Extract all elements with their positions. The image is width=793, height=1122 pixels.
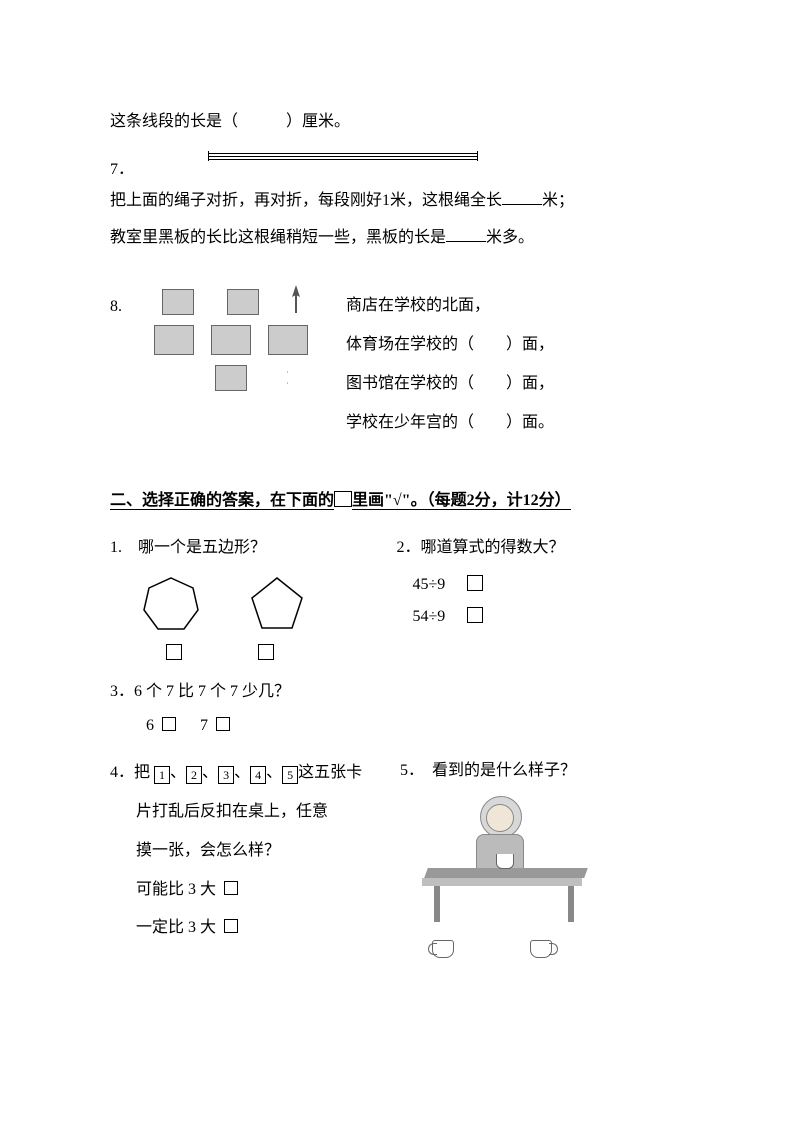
boy-table-scene: [400, 794, 600, 934]
heptagon-icon: [140, 574, 202, 634]
cup-on-table-icon: [496, 854, 514, 869]
s2q3-opt1: 6: [146, 717, 154, 734]
s2q5: 5． 看到的是什么样子？: [400, 749, 683, 960]
checkbox-icon: [334, 491, 352, 507]
answer-checkbox[interactable]: [216, 717, 230, 731]
s2q3-text: 6 个 7 比 7 个 7 少几？: [134, 683, 290, 700]
section2-mid: 里画"√"。（每题2分，计12分）: [352, 492, 571, 510]
card-icon: 1: [154, 766, 170, 784]
q8-line3: 图书馆在学校的（ ）面，: [346, 370, 554, 399]
q7-line1: 把上面的绳子对折，再对折，每段刚好1米，这根绳全长 米；: [110, 187, 683, 216]
map-icon: [215, 365, 247, 391]
q7-line1b: 米；: [542, 192, 574, 209]
s2q4-opt1: 可能比 3 大: [136, 881, 216, 898]
map-dots-icon: ··: [286, 368, 289, 388]
answer-checkbox[interactable]: [166, 644, 182, 660]
blank-fill[interactable]: [446, 225, 486, 242]
s2q4-num: 4．: [110, 764, 134, 781]
map-icon: [211, 325, 251, 355]
blank-fill[interactable]: [502, 188, 542, 205]
answer-checkbox[interactable]: [224, 881, 238, 895]
s2q1-num: 1.: [110, 539, 122, 556]
table-leg-icon: [568, 886, 574, 922]
card-icon: 3: [218, 766, 234, 784]
card-icon: 5: [282, 766, 298, 784]
q4-q5-row: 4．把 1、2、3、4、5这五张卡 片打乱后反扣在桌上，任意 摸一张，会怎么样？…: [110, 749, 683, 960]
rope-diagram: [208, 151, 478, 161]
s2q3-opt2: 7: [200, 717, 208, 734]
cup-option-left-icon[interactable]: [430, 938, 458, 960]
table-top-icon: [424, 868, 588, 878]
q7-line2: 教室里黑板的长比这根绳稍短一些，黑板的长是 米多。: [110, 224, 683, 253]
q7-line2a: 教室里黑板的长比这根绳稍短一些，黑板的长是: [110, 229, 446, 246]
q-segment-text: 这条线段的长是（ ）厘米。: [110, 108, 683, 137]
s2q5-text: 看到的是什么样子？: [432, 762, 576, 779]
q7-line2b: 米多。: [486, 229, 534, 246]
map-icon: [162, 289, 194, 315]
boy-face-icon: [486, 804, 514, 832]
q7-number: 7．: [110, 145, 150, 179]
s2q4: 4．把 1、2、3、4、5这五张卡 片打乱后反扣在桌上，任意 摸一张，会怎么样？…: [110, 749, 400, 960]
q8-line4: 学校在少年宫的（ ）面。: [346, 409, 554, 438]
table-leg-icon: [434, 886, 440, 922]
answer-checkbox[interactable]: [224, 919, 238, 933]
s2q4-pre: 把: [134, 764, 150, 781]
card-icon: 2: [186, 766, 202, 784]
pentagon-icon: [248, 574, 306, 634]
s2q2-opt1: 45÷9: [413, 576, 446, 593]
answer-checkbox[interactable]: [467, 575, 483, 591]
s2q4-line3: 摸一张，会怎么样？: [136, 837, 400, 866]
s2q1-text: 哪一个是五边形？: [138, 539, 266, 556]
q8-text: 商店在学校的北面， 体育场在学校的（ ）面， 图书馆在学校的（ ）面， 学校在少…: [346, 282, 554, 447]
section2-pre: 二、选择正确的答案，在下面的: [110, 492, 334, 510]
s2q2-opt2: 54÷9: [413, 608, 446, 625]
map-icon: [268, 325, 308, 355]
s2q2-text: 哪道算式的得数大？: [421, 539, 565, 556]
q7-line1a: 把上面的绳子对折，再对折，每段刚好1米，这根绳全长: [110, 192, 502, 209]
s2q1: 1. 哪一个是五边形？: [110, 526, 397, 661]
card-icon: 4: [250, 766, 266, 784]
s2q2: 2．哪道算式的得数大？ 45÷9 54÷9: [397, 526, 684, 635]
s2q4-opt2: 一定比 3 大: [136, 919, 216, 936]
answer-checkbox[interactable]: [258, 644, 274, 660]
cup-option-right-icon[interactable]: [528, 938, 556, 960]
map-icon: [154, 325, 194, 355]
s2q2-num: 2．: [397, 539, 421, 556]
q8-row: 8. ·· 商店在学校的北面， 体育场在学校的（ ）面，: [110, 282, 683, 447]
worksheet-page: 这条线段的长是（ ）厘米。 7． 把上面的绳子对折，再对折，每段刚好1米，这根绳…: [0, 0, 793, 1000]
q8-line1: 商店在学校的北面，: [346, 292, 554, 321]
section2-title: 二、选择正确的答案，在下面的里画"√"。（每题2分，计12分）: [110, 486, 683, 510]
s2q3-num: 3．: [110, 683, 134, 700]
map-icon: [227, 289, 259, 315]
s2q5-num: 5．: [400, 762, 416, 779]
q8-number: 8.: [110, 282, 146, 316]
answer-checkbox[interactable]: [162, 717, 176, 731]
s2q3: 3．6 个 7 比 7 个 7 少几？ 6 7: [110, 678, 683, 735]
s2q4-line2: 片打乱后反扣在桌上，任意: [136, 798, 400, 827]
q8-line2: 体育场在学校的（ ）面，: [346, 331, 554, 360]
map-diagram: ··: [146, 282, 316, 398]
answer-checkbox[interactable]: [467, 607, 483, 623]
cup-options: [430, 938, 683, 960]
q1-q2-row: 1. 哪一个是五边形？ 2．哪道算式的得数大？ 45÷9 54÷9: [110, 526, 683, 661]
compass-icon: [286, 284, 306, 316]
table-front-icon: [422, 878, 582, 886]
s2q4-post: 这五张卡: [298, 764, 362, 781]
